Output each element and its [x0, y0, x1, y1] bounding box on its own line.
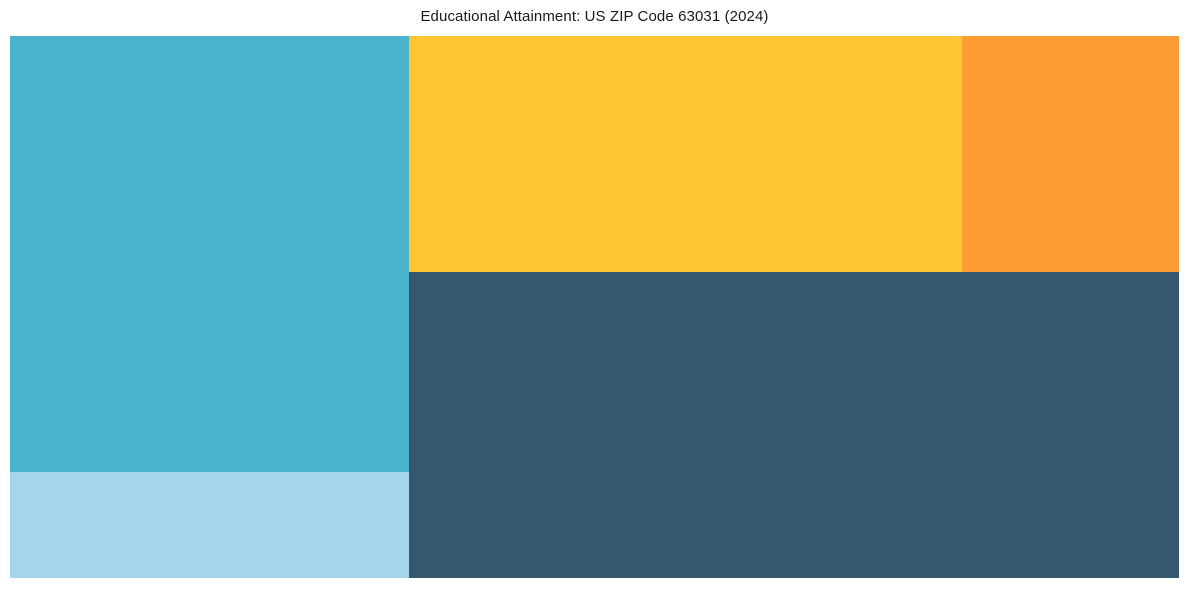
chart-title: Educational Attainment: US ZIP Code 6303… [420, 8, 769, 25]
treemap-tile-tile-4[interactable] [10, 472, 409, 578]
treemap-tile-tile-5[interactable] [962, 36, 1179, 272]
treemap-tile-tile-1[interactable] [10, 36, 409, 472]
treemap-tile-tile-3[interactable] [409, 36, 962, 272]
treemap-tile-tile-2[interactable] [409, 272, 1179, 578]
treemap-plot-area [10, 36, 1179, 578]
